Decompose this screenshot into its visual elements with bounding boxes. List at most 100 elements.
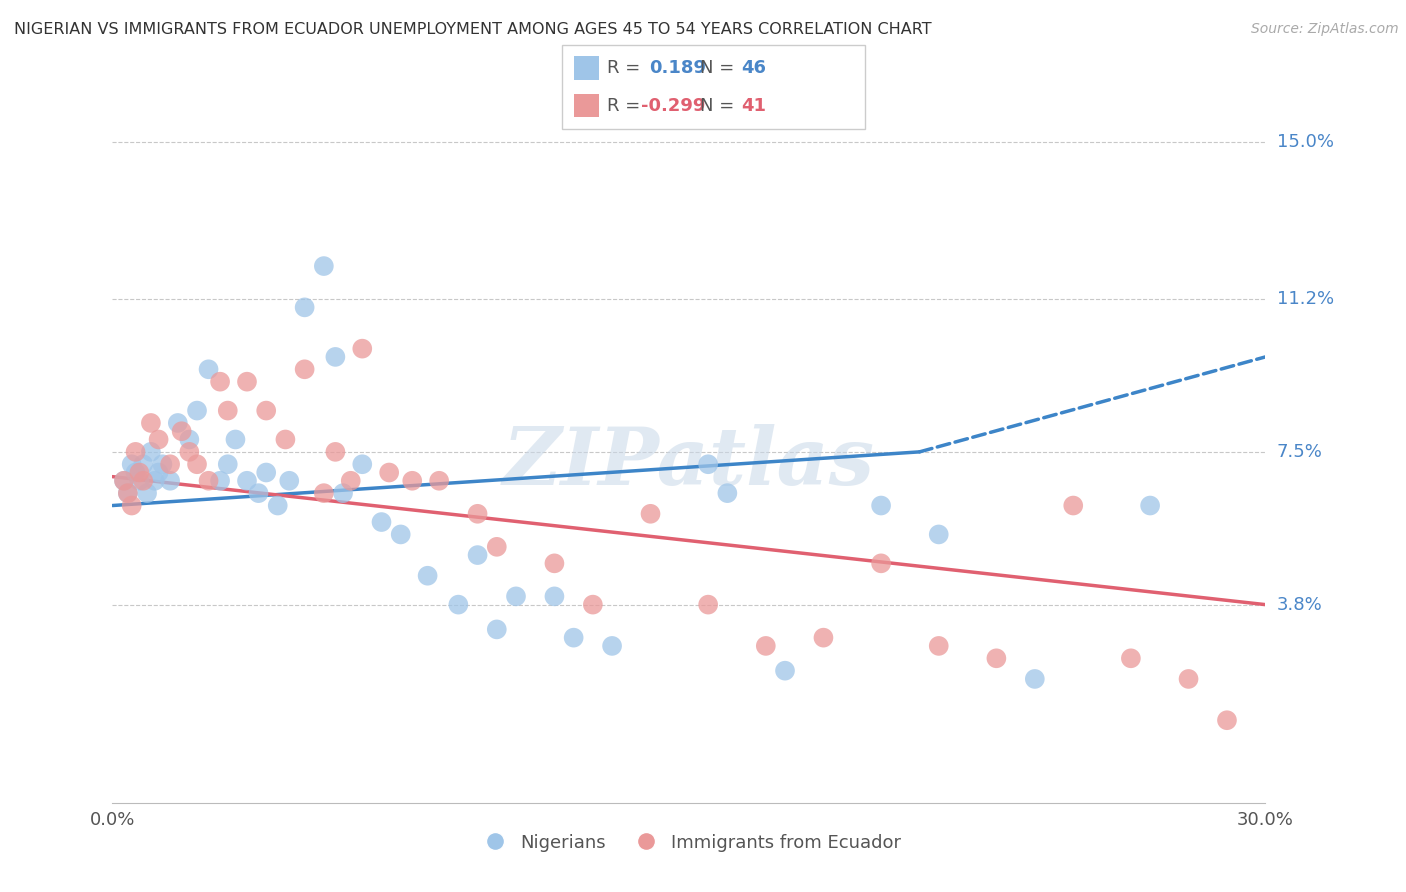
Point (117, 486, 139, 500)
Point (139, 445, 162, 459)
Text: -0.299: -0.299 (641, 96, 706, 114)
Point (312, 259, 335, 273)
Text: NIGERIAN VS IMMIGRANTS FROM ECUADOR UNEMPLOYMENT AMONG AGES 45 TO 54 YEARS CORRE: NIGERIAN VS IMMIGRANTS FROM ECUADOR UNEM… (14, 22, 932, 37)
Text: ZIPatlas: ZIPatlas (503, 425, 875, 502)
Point (870, 557, 893, 571)
Point (485, 540, 508, 554)
Legend: Nigerians, Immigrants from Ecuador: Nigerians, Immigrants from Ecuador (470, 826, 908, 859)
Point (217, 403, 239, 417)
Text: N =: N = (700, 60, 740, 78)
Point (267, 499, 290, 513)
Point (505, 590, 527, 604)
Point (112, 474, 135, 488)
Point (294, 301, 316, 315)
Point (401, 474, 423, 488)
Point (209, 375, 232, 389)
Text: 0.189: 0.189 (650, 60, 707, 78)
Point (370, 515, 392, 529)
Text: 41: 41 (741, 96, 766, 114)
Point (186, 457, 208, 471)
Point (121, 499, 143, 513)
Text: Source: ZipAtlas.com: Source: ZipAtlas.com (1251, 22, 1399, 37)
Point (1177, 672, 1199, 686)
Point (352, 342, 374, 356)
Text: 11.2%: 11.2% (1277, 290, 1334, 308)
Point (186, 403, 208, 417)
Point (485, 623, 508, 637)
Point (543, 590, 565, 604)
Point (124, 445, 146, 459)
Text: R =: R = (607, 96, 647, 114)
Point (986, 651, 1008, 665)
Point (166, 416, 188, 430)
Point (325, 445, 347, 459)
Point (773, 664, 796, 678)
Point (378, 466, 401, 480)
Point (543, 557, 565, 571)
Point (132, 474, 155, 488)
Point (128, 466, 150, 480)
Point (236, 474, 259, 488)
Point (139, 416, 162, 430)
Point (152, 457, 174, 471)
Point (209, 474, 232, 488)
Point (143, 474, 166, 488)
Point (928, 527, 950, 541)
Point (467, 548, 489, 562)
Point (197, 362, 219, 376)
Point (697, 598, 720, 612)
Point (179, 433, 201, 447)
Point (332, 486, 354, 500)
Point (870, 499, 893, 513)
Point (128, 474, 150, 488)
Point (132, 457, 155, 471)
Point (813, 631, 835, 645)
Point (294, 362, 316, 376)
Point (467, 507, 489, 521)
Point (112, 474, 135, 488)
Point (1024, 672, 1046, 686)
Point (325, 350, 347, 364)
Point (278, 474, 301, 488)
Point (217, 457, 239, 471)
Point (117, 486, 139, 500)
Point (121, 457, 143, 471)
Point (170, 424, 193, 438)
Point (159, 457, 181, 471)
Point (274, 433, 297, 447)
Point (236, 375, 259, 389)
Point (224, 433, 246, 447)
Point (179, 445, 201, 459)
Point (159, 474, 181, 488)
Point (640, 507, 662, 521)
Point (716, 486, 738, 500)
Text: R =: R = (607, 60, 647, 78)
Point (254, 403, 277, 417)
Text: N =: N = (700, 96, 740, 114)
Point (389, 527, 412, 541)
Text: 46: 46 (741, 60, 766, 78)
Point (254, 466, 277, 480)
Point (697, 457, 720, 471)
Point (136, 486, 159, 500)
Point (197, 474, 219, 488)
Point (427, 474, 450, 488)
Point (124, 466, 146, 480)
Point (352, 457, 374, 471)
Point (582, 598, 605, 612)
Point (148, 433, 170, 447)
Text: 15.0%: 15.0% (1277, 133, 1333, 152)
Point (312, 486, 335, 500)
Text: 3.8%: 3.8% (1277, 596, 1322, 614)
Point (447, 598, 470, 612)
Text: 7.5%: 7.5% (1277, 442, 1323, 461)
Point (416, 568, 439, 582)
Point (1119, 651, 1142, 665)
Point (928, 639, 950, 653)
Point (339, 474, 361, 488)
Point (755, 639, 778, 653)
Point (247, 486, 270, 500)
Point (148, 466, 170, 480)
Point (1139, 499, 1161, 513)
Point (1062, 499, 1084, 513)
